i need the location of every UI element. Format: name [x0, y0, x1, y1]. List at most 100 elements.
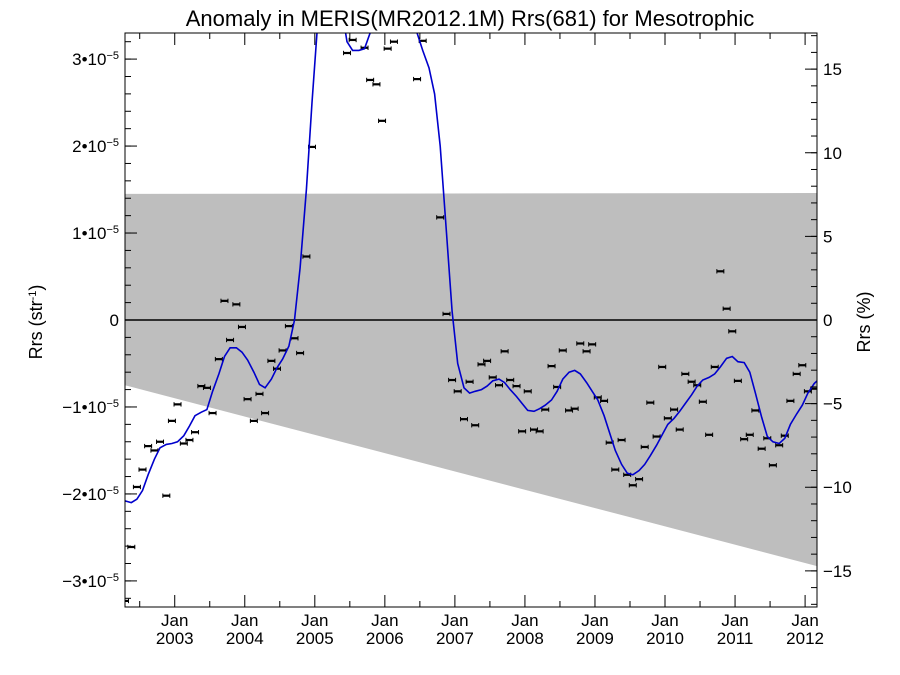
x-tick-month: Jan [371, 611, 398, 630]
data-point [506, 377, 515, 383]
right-tick-label: 15 [823, 60, 842, 79]
data-point [167, 418, 176, 424]
data-point [658, 364, 667, 370]
data-point [132, 484, 141, 490]
data-point [663, 416, 672, 421]
left-y-axis-title-suffix: ) [26, 285, 46, 291]
data-point [628, 483, 637, 488]
left-tick-label: 1•10−5 [72, 224, 119, 243]
data-point [588, 342, 597, 347]
data-point [635, 476, 644, 482]
data-point [202, 385, 211, 391]
x-tick-year: 2008 [506, 629, 544, 648]
x-tick-year: 2005 [296, 629, 334, 648]
data-point [237, 324, 246, 330]
left-tick-label-exponent: −5 [106, 224, 119, 236]
data-point [173, 402, 182, 407]
data-point [512, 383, 521, 389]
data-point [687, 379, 696, 384]
data-point [675, 427, 684, 432]
data-point [768, 463, 777, 468]
data-point [453, 389, 462, 394]
left-tick-label-mantissa: 0 [110, 311, 119, 330]
data-point [389, 39, 398, 44]
x-tick-year: 2004 [226, 629, 264, 648]
data-point [348, 37, 357, 43]
x-tick-year: 2007 [436, 629, 474, 648]
data-point [780, 433, 789, 438]
right-tick-label: −10 [823, 478, 852, 497]
data-point [483, 358, 492, 364]
data-point [138, 467, 147, 472]
data-point [600, 398, 609, 404]
left-tick-label-exponent: −5 [106, 398, 119, 410]
data-point [582, 349, 591, 354]
data-point [243, 396, 252, 402]
data-point [698, 399, 707, 404]
data-point [261, 410, 270, 416]
chart-title: Anomaly in MERIS(MR2012.1M) Rrs(681) for… [186, 6, 755, 31]
left-y-axis-title-sup: -1 [27, 291, 39, 301]
data-point [220, 298, 229, 304]
x-tick-month: Jan [301, 611, 328, 630]
plot-area [124, 32, 818, 608]
data-point [670, 407, 679, 412]
left-tick-label: 0 [110, 311, 119, 330]
left-tick-label-mantissa: −2•10 [62, 485, 106, 504]
data-point [646, 400, 655, 405]
left-tick-label-mantissa: 2•10 [72, 137, 106, 156]
data-point [366, 77, 375, 83]
data-point [156, 439, 165, 444]
data-point [786, 398, 795, 404]
x-tick-month: Jan [791, 611, 818, 630]
data-point [372, 82, 381, 87]
left-tick-label: 2•10−5 [72, 137, 119, 156]
left-tick-label-mantissa: −1•10 [62, 398, 106, 417]
data-point [728, 329, 737, 334]
data-point [792, 371, 801, 377]
data-point [448, 377, 457, 383]
data-point [185, 437, 194, 443]
data-point [757, 446, 766, 451]
data-point [378, 118, 387, 124]
right-tick-label: −15 [823, 562, 852, 581]
data-point [488, 375, 497, 380]
data-point [255, 391, 264, 397]
data-point [162, 493, 171, 498]
left-tick-label-exponent: −5 [106, 485, 119, 497]
x-tick-month: Jan [441, 611, 468, 630]
left-tick-label-mantissa: 1•10 [72, 224, 106, 243]
right-tick-label: 5 [823, 227, 832, 246]
data-point [459, 416, 468, 422]
data-point [477, 362, 486, 367]
data-point [296, 350, 305, 356]
data-point [722, 306, 731, 311]
data-point [179, 441, 188, 446]
x-axis: Jan2003Jan2004Jan2005Jan2006Jan2007Jan20… [139, 33, 824, 648]
left-y-axis: −3•10−5−2•10−5−1•10−501•10−52•10−53•10−5 [62, 41, 137, 599]
data-point [208, 410, 217, 416]
left-tick-label-exponent: −5 [106, 572, 119, 584]
data-point [733, 378, 742, 384]
x-tick-month: Jan [231, 611, 258, 630]
data-point [611, 467, 620, 472]
left-y-axis-title: Rrs (str-1) [26, 285, 46, 360]
data-points-layer [125, 37, 817, 604]
data-point [576, 341, 585, 346]
smoothed-trend-line [125, 33, 817, 504]
x-tick-month: Jan [511, 611, 538, 630]
left-tick-label: −3•10−5 [62, 572, 119, 591]
left-tick-label-exponent: −5 [106, 137, 119, 149]
data-point [249, 418, 258, 424]
left-y-axis-title-text: Rrs (str [26, 300, 46, 359]
right-tick-label: 0 [823, 311, 832, 330]
left-tick-label-mantissa: −3•10 [62, 572, 106, 591]
data-point [442, 311, 451, 317]
data-point [465, 379, 474, 384]
left-tick-label-exponent: −5 [106, 50, 119, 62]
data-point [267, 358, 276, 364]
data-point [535, 429, 544, 434]
x-tick-year: 2006 [366, 629, 404, 648]
data-point [500, 349, 509, 354]
uncertainty-band [125, 193, 817, 567]
